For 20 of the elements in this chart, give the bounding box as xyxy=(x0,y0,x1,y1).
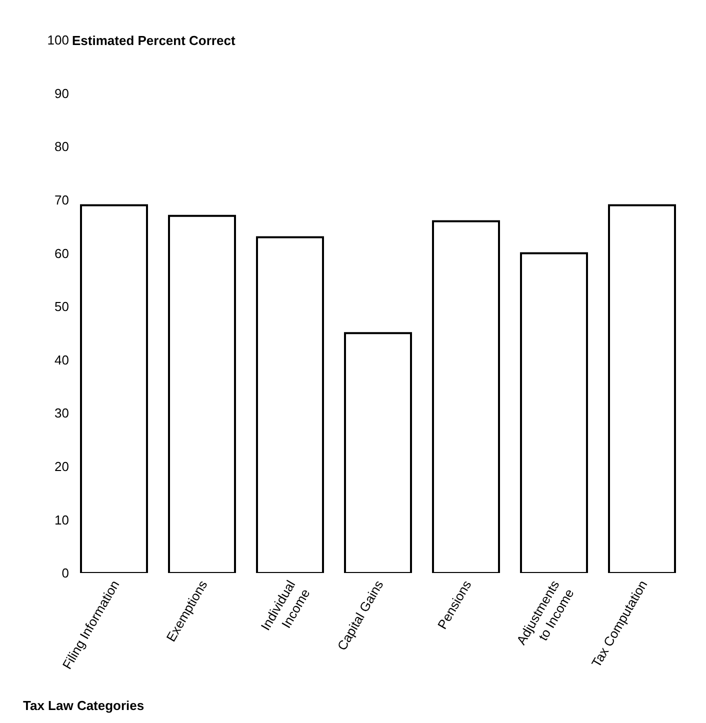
y-tick-label: 70 xyxy=(54,192,69,208)
bar xyxy=(256,236,324,573)
y-tick-label: 80 xyxy=(54,139,69,154)
y-tick-label: 100 xyxy=(47,32,69,48)
bar xyxy=(520,252,588,573)
bar xyxy=(608,204,676,573)
y-tick-label: 20 xyxy=(54,458,69,474)
y-tick-label: 50 xyxy=(54,299,69,314)
y-tick-label: 0 xyxy=(62,566,69,581)
bar xyxy=(80,204,148,573)
y-tick-label: 10 xyxy=(54,512,69,528)
bar xyxy=(168,214,236,573)
bar xyxy=(344,332,412,573)
y-tick-label: 30 xyxy=(54,406,69,421)
bar xyxy=(432,220,500,573)
y-axis-title: Estimated Percent Correct xyxy=(72,33,236,48)
x-axis-title: Tax Law Categories xyxy=(23,698,144,713)
y-tick-label: 60 xyxy=(54,246,69,261)
y-tick-label: 40 xyxy=(54,352,69,368)
y-tick-label: 90 xyxy=(54,86,69,101)
